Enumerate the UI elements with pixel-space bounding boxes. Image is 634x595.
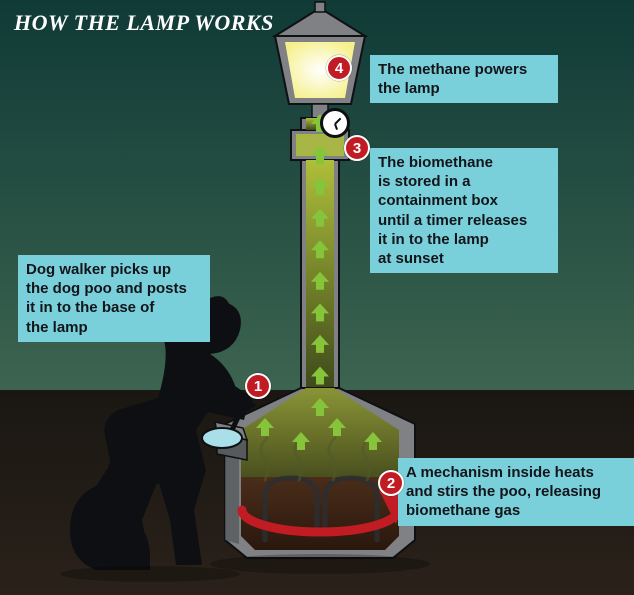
infographic-stage: HOW THE LAMP WORKS Dog walker picks up t…: [0, 0, 634, 595]
badge-1: 1: [245, 373, 271, 399]
badge-2: 2: [378, 470, 404, 496]
caption-step1: Dog walker picks up the dog poo and post…: [18, 255, 210, 342]
badge-3: 3: [344, 135, 370, 161]
caption-step2: A mechanism inside heats and stirs the p…: [398, 458, 634, 526]
timer-clock-icon: [320, 108, 350, 138]
badge-4: 4: [326, 55, 352, 81]
caption-step3: The biomethane is stored in a containmen…: [370, 148, 558, 273]
title-text: HOW THE LAMP WORKS: [14, 10, 274, 36]
caption-step4: The methane powers the lamp: [370, 55, 558, 103]
